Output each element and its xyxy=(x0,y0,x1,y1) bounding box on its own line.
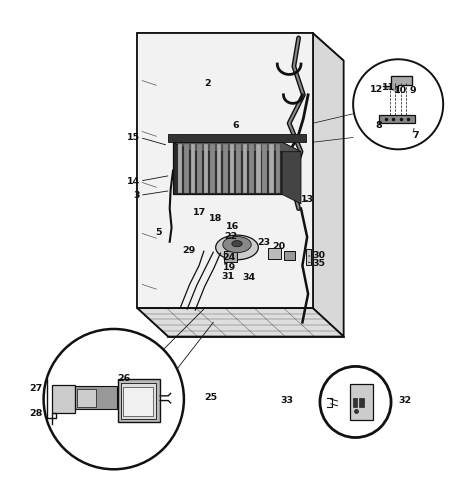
Ellipse shape xyxy=(216,235,258,260)
Text: 35: 35 xyxy=(313,259,326,268)
Bar xyxy=(249,143,254,193)
Text: 6: 6 xyxy=(232,121,239,130)
Polygon shape xyxy=(137,33,168,337)
Bar xyxy=(184,143,189,193)
Bar xyxy=(353,398,357,407)
Text: 30: 30 xyxy=(313,251,326,260)
Polygon shape xyxy=(379,115,415,123)
Polygon shape xyxy=(383,76,412,93)
Text: 10: 10 xyxy=(394,86,407,95)
Bar xyxy=(118,379,160,422)
Bar xyxy=(243,143,247,193)
Text: 28: 28 xyxy=(29,409,43,418)
Bar xyxy=(204,143,209,193)
Bar xyxy=(197,143,202,193)
Bar xyxy=(223,143,228,193)
Text: 32: 32 xyxy=(398,396,411,405)
Polygon shape xyxy=(173,142,301,152)
Ellipse shape xyxy=(232,241,242,246)
Bar xyxy=(350,385,373,420)
Polygon shape xyxy=(313,33,344,337)
Bar xyxy=(230,143,235,193)
Circle shape xyxy=(44,329,184,469)
Polygon shape xyxy=(137,33,344,61)
Circle shape xyxy=(320,366,391,437)
Bar xyxy=(168,134,306,142)
Bar xyxy=(121,383,156,419)
Text: 14: 14 xyxy=(127,176,140,185)
Text: 27: 27 xyxy=(29,384,43,393)
Bar xyxy=(217,143,221,193)
Text: 7: 7 xyxy=(412,131,419,140)
Polygon shape xyxy=(282,142,301,204)
Text: 33: 33 xyxy=(280,396,293,405)
Bar xyxy=(359,398,364,407)
Bar xyxy=(256,143,261,193)
Polygon shape xyxy=(137,308,344,337)
Bar xyxy=(210,143,215,193)
Ellipse shape xyxy=(224,254,237,262)
Text: 34: 34 xyxy=(242,273,255,282)
Bar xyxy=(306,249,311,265)
Bar xyxy=(263,143,267,193)
Text: 12: 12 xyxy=(370,85,383,94)
Text: 13: 13 xyxy=(301,195,314,204)
Text: 2: 2 xyxy=(204,79,211,88)
Bar xyxy=(178,143,182,193)
Text: 16: 16 xyxy=(226,222,239,231)
Bar xyxy=(52,385,75,413)
Text: 18: 18 xyxy=(209,213,222,222)
Text: 23: 23 xyxy=(257,238,270,247)
Text: 20: 20 xyxy=(273,242,286,251)
Bar xyxy=(275,143,280,193)
Circle shape xyxy=(353,59,443,149)
Text: 17: 17 xyxy=(192,208,206,217)
Bar xyxy=(268,248,281,259)
Text: 9: 9 xyxy=(409,86,416,95)
Text: 26: 26 xyxy=(118,374,131,383)
Text: 22: 22 xyxy=(224,232,237,241)
Bar xyxy=(123,387,153,416)
Text: 29: 29 xyxy=(182,246,195,255)
Text: 25: 25 xyxy=(204,393,217,402)
Text: 24: 24 xyxy=(222,253,236,262)
Text: 31: 31 xyxy=(221,272,234,281)
Text: 3: 3 xyxy=(133,191,140,200)
Text: 11: 11 xyxy=(382,83,395,92)
Polygon shape xyxy=(173,142,282,194)
Bar xyxy=(77,388,96,407)
Bar xyxy=(75,386,117,409)
Bar xyxy=(191,143,195,193)
Bar xyxy=(269,143,273,193)
Text: 8: 8 xyxy=(375,121,382,130)
Text: 19: 19 xyxy=(223,263,237,272)
Text: 15: 15 xyxy=(127,133,140,142)
Ellipse shape xyxy=(223,237,251,252)
Text: 5: 5 xyxy=(155,228,162,237)
Polygon shape xyxy=(137,33,313,308)
Bar xyxy=(237,143,241,193)
Bar xyxy=(284,251,295,260)
Bar xyxy=(224,251,237,262)
